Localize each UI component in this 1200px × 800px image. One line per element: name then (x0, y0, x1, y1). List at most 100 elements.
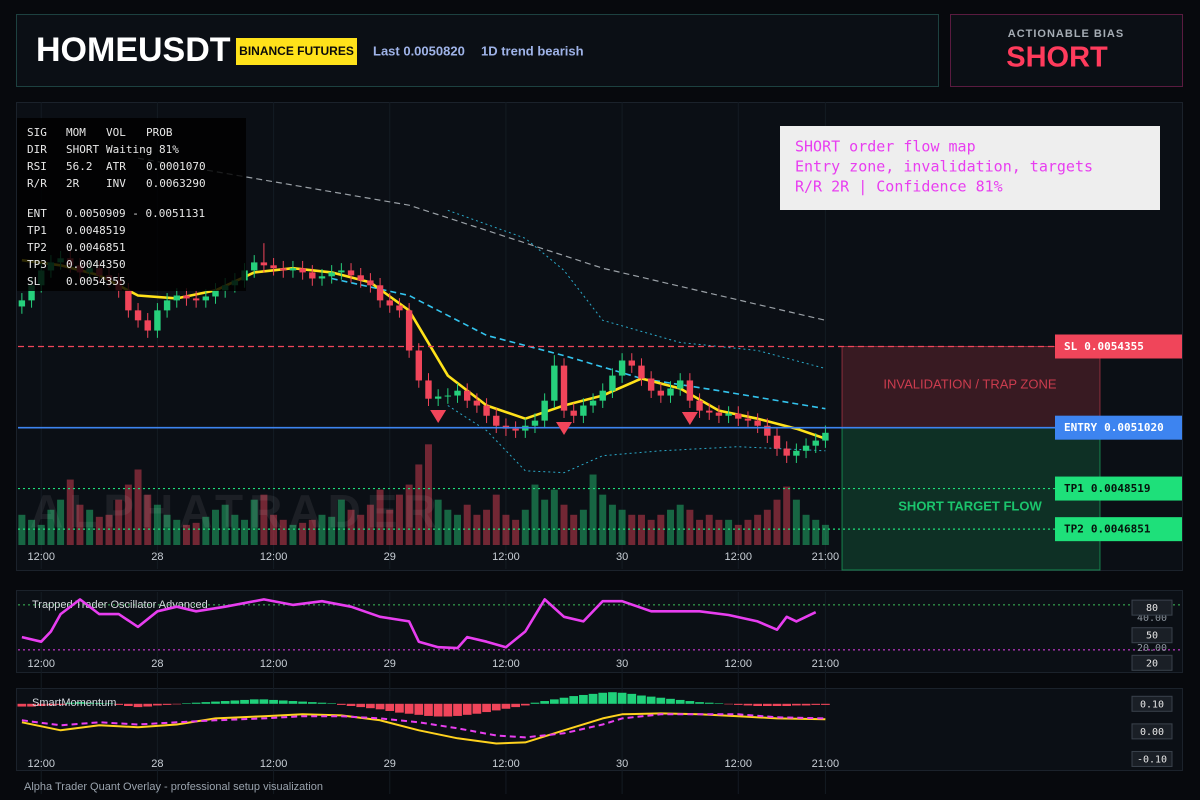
candle-body (386, 300, 393, 306)
histogram-bar (94, 702, 104, 704)
histogram-bar (27, 703, 36, 707)
x-tick-label: 29 (384, 658, 396, 670)
histogram-bar (569, 696, 579, 704)
candle-body (405, 310, 413, 351)
histogram-bar (327, 703, 337, 704)
histogram-bar (675, 699, 685, 704)
x-tick-label: 29 (384, 551, 396, 563)
info-cell: ATR (106, 160, 126, 173)
volume-bar (337, 499, 345, 545)
level-tag: 20.00 (1137, 643, 1167, 654)
info-cell: DIR (27, 143, 47, 156)
histogram-bar (462, 703, 472, 715)
candle-body (192, 298, 200, 301)
candle-body (280, 268, 287, 271)
histogram-bar (617, 692, 627, 704)
histogram-bar (549, 699, 559, 704)
histogram-bar (298, 701, 307, 704)
histogram-bar (579, 694, 588, 704)
candle-body (357, 275, 364, 281)
volume-bar (37, 524, 45, 545)
volume-bar (299, 522, 307, 545)
volume-bar (318, 514, 326, 545)
info-cell: 0.0046851 (66, 241, 126, 254)
info-cell: 56.2 (66, 160, 93, 173)
histogram-bar (36, 703, 46, 706)
volume-bar (483, 509, 491, 545)
histogram-bar (433, 703, 443, 717)
volume-bar (512, 519, 520, 545)
candle-body (754, 420, 761, 426)
candle-body (134, 310, 142, 321)
level-label: ENTRY 0.0051020 (1064, 421, 1164, 434)
volume-bar (18, 514, 26, 545)
histogram-bar (201, 702, 211, 704)
volume-bar (705, 514, 713, 545)
volume-bar (66, 479, 74, 545)
note-line: R/R 2R | Confidence 81% (795, 178, 1003, 196)
info-cell: 0.0001070 (146, 160, 206, 173)
candle-body (125, 290, 132, 311)
candle-body (328, 272, 335, 277)
symbol: HOMEUSDT (36, 31, 231, 69)
volume-bar (95, 516, 103, 545)
candle-body (589, 400, 597, 406)
bias-label: ACTIONABLE BIAS (1008, 28, 1124, 40)
histogram-bar (772, 703, 782, 706)
candle-body (415, 350, 423, 381)
candle-body (580, 405, 587, 416)
level-tag (1055, 517, 1182, 542)
info-cell: SHORT (66, 143, 99, 156)
volume-bar (792, 499, 800, 545)
candle-body (493, 415, 500, 426)
candle-body (367, 280, 374, 286)
x-tick-label: 28 (151, 658, 163, 670)
histogram-bar (172, 703, 182, 705)
volume-bar (202, 516, 210, 545)
volume-bar (250, 499, 258, 545)
volume-bar (347, 509, 355, 545)
volume-bar (212, 509, 219, 545)
overlay-line (137, 157, 826, 321)
volume-bar (647, 519, 655, 545)
x-tick-label: 12:00 (492, 551, 520, 563)
histogram-bar (714, 703, 724, 704)
y-tick-box (1131, 654, 1173, 671)
volume-bar (628, 514, 636, 545)
watermark: ALPHATRADER (30, 485, 443, 537)
volume-bar (754, 514, 762, 545)
candle-body (473, 400, 481, 406)
volume-bar (376, 489, 384, 545)
level-label: SL 0.0054355 (1064, 340, 1144, 353)
histogram-bar (395, 703, 404, 713)
volume-bar (454, 514, 462, 545)
volume-bar (686, 509, 694, 545)
volume-bar (405, 484, 413, 545)
volume-bar (444, 509, 452, 545)
zone-label: SHORT TARGET FLOW (898, 498, 1042, 513)
candle-body (512, 428, 519, 431)
signal-arrow (681, 411, 698, 425)
candle-body (735, 413, 742, 419)
x-tick-label: 21:00 (812, 758, 840, 770)
candle-body (270, 265, 277, 269)
volume-bar (763, 509, 771, 545)
x-tick-label: 28 (151, 551, 163, 563)
level-tag: 40.00 (1137, 613, 1167, 624)
volume-bar (57, 499, 65, 545)
volume-bar (173, 519, 181, 545)
histogram-bar (608, 692, 617, 704)
candle-body (163, 300, 171, 311)
x-tick-label: 12:00 (27, 658, 55, 670)
volume-bar (502, 514, 510, 545)
footer: Alpha Trader Quant Overlay - professiona… (24, 781, 323, 793)
signal-arrow (556, 421, 573, 435)
histogram-bar (182, 703, 191, 704)
volume-bar (76, 504, 84, 545)
histogram-bar (821, 703, 830, 705)
volume-bar (241, 519, 249, 545)
level-price: 0.0048519 (1091, 482, 1151, 495)
histogram-bar (453, 703, 462, 716)
volume-bar (395, 494, 403, 545)
